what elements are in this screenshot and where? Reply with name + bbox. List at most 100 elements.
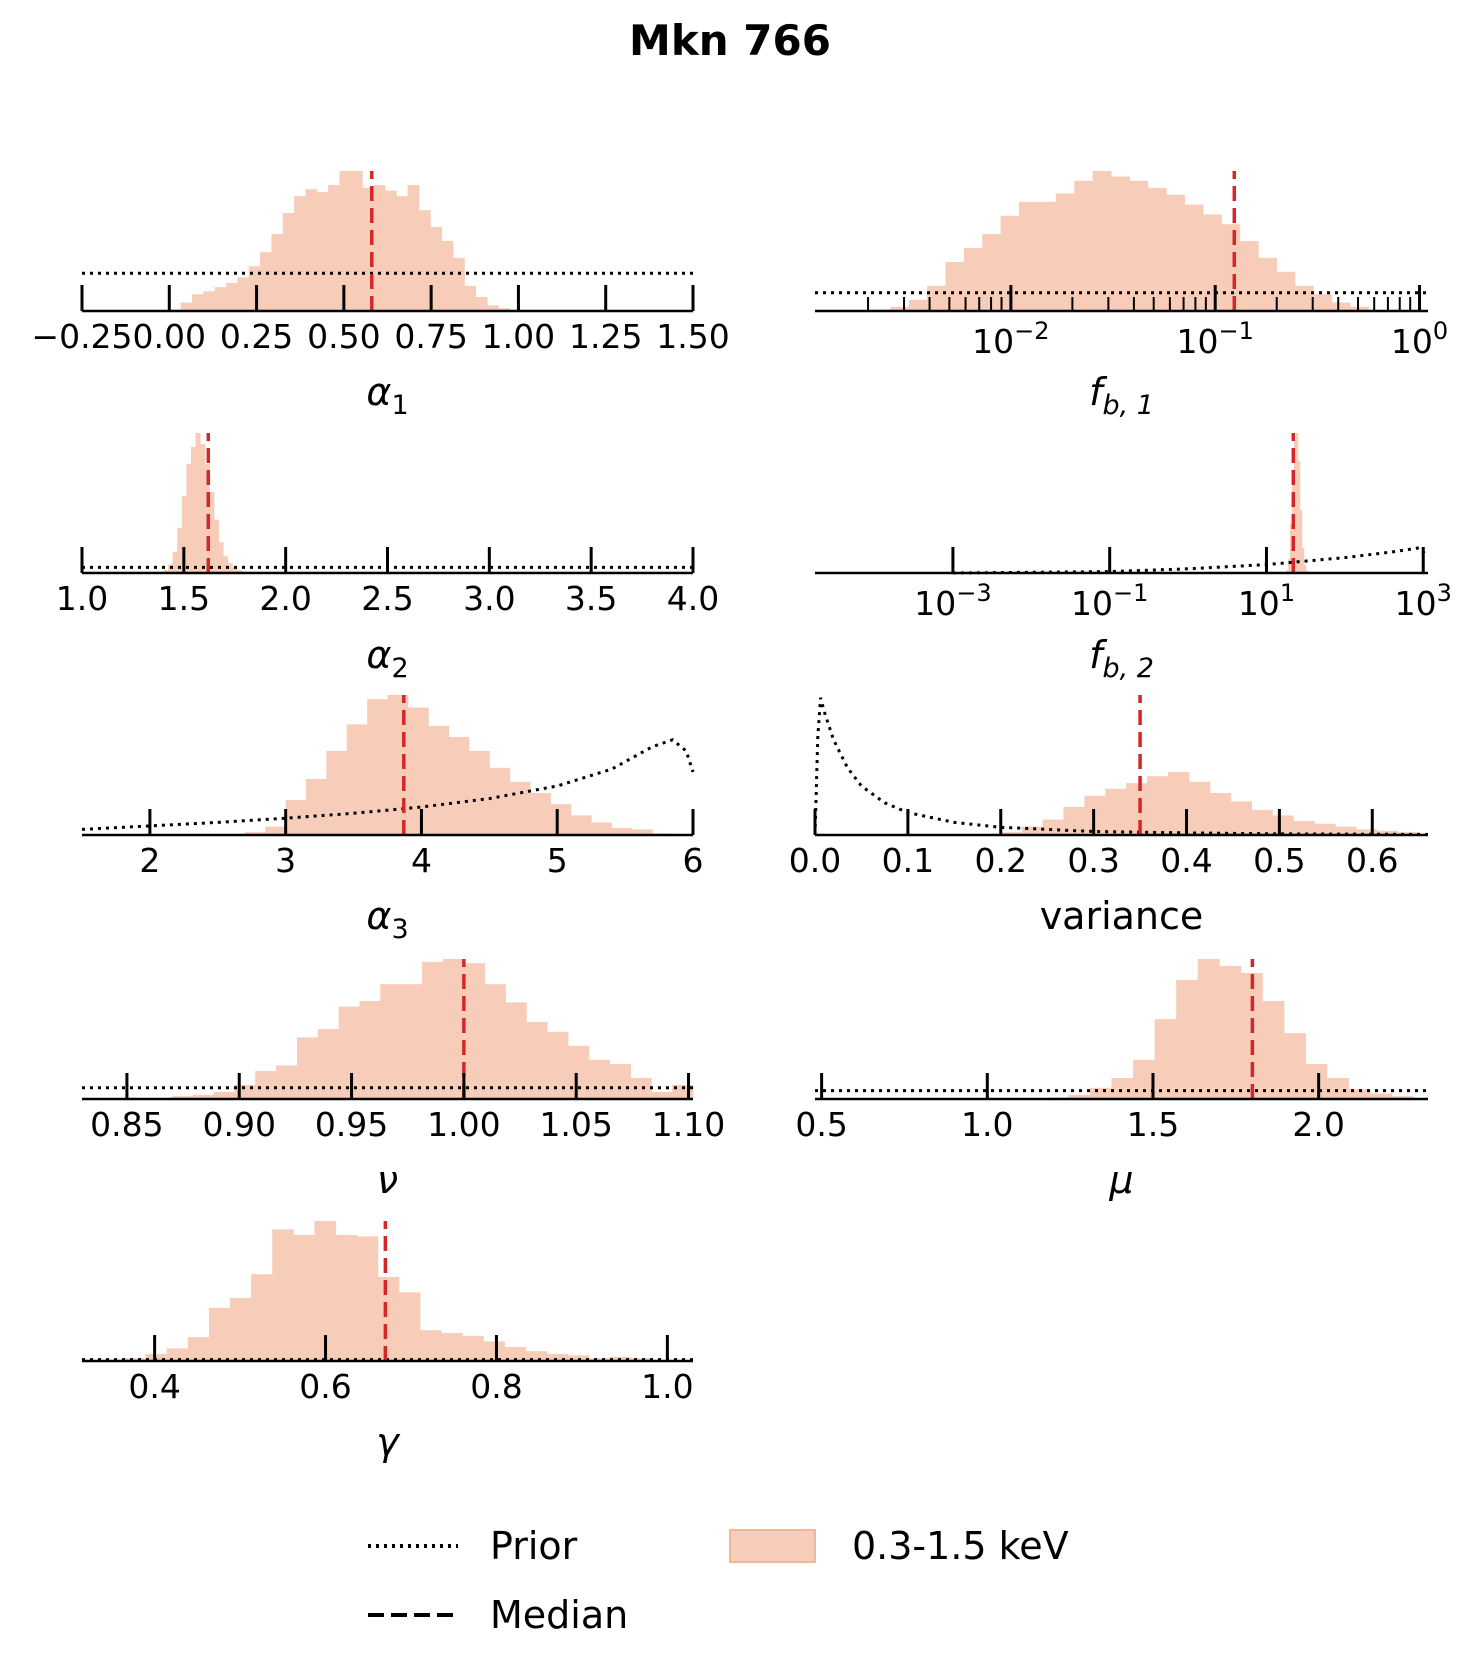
tick-label: 4.0 <box>667 579 719 618</box>
hist-bar <box>908 299 928 311</box>
hist-bar <box>171 1096 194 1099</box>
hist-bar <box>505 1002 527 1099</box>
hist-bar <box>1258 257 1278 311</box>
hist-bar <box>1154 1019 1177 1099</box>
hist-bar <box>328 185 340 311</box>
hist-bar <box>218 542 224 573</box>
tick-label: 0.2 <box>975 841 1027 880</box>
hist-bar <box>1209 793 1232 835</box>
hist-bar <box>187 1337 210 1361</box>
hist-bar <box>177 528 183 573</box>
hist-bar <box>203 291 216 311</box>
tick-label: 3 <box>275 841 296 880</box>
hist-bar <box>567 1045 590 1099</box>
hist-bar <box>1110 176 1130 311</box>
hist-bar <box>609 1064 631 1099</box>
histogram-variance <box>1000 772 1420 835</box>
hist-bar <box>296 1037 319 1099</box>
hist-bar <box>305 189 318 311</box>
tick-label: 0.25 <box>220 317 293 356</box>
tick-label: 4 <box>411 841 432 880</box>
hist-bar <box>1176 980 1199 1099</box>
prior-line-variance <box>813 697 1429 836</box>
hist-bar <box>945 262 965 311</box>
hist-bar <box>1251 809 1273 835</box>
tick-label: 0.5 <box>795 1105 847 1144</box>
hist-bar <box>1074 180 1094 311</box>
hist-bar <box>145 1354 168 1361</box>
hist-bar <box>1129 180 1149 311</box>
tick-label: 100 <box>1391 317 1448 361</box>
hist-bar <box>1303 564 1307 573</box>
tick-label: 1.00 <box>482 317 555 356</box>
panel-alpha2: 1.0 1.5 2.0 2.5 3.0 3.5 4.0 α2 <box>56 433 719 684</box>
hist-bar <box>236 570 242 573</box>
hist-bar <box>468 751 490 835</box>
panel-fb1: 10−2 10−1 100 fb, 1 <box>815 171 1448 421</box>
hist-bar <box>419 1330 442 1361</box>
hist-bar <box>1239 241 1259 311</box>
hist-bar <box>1301 547 1305 573</box>
hist-bar <box>1188 781 1211 835</box>
prior-line-alpha3 <box>81 738 695 831</box>
hist-bar <box>1289 524 1293 573</box>
hist-bar <box>223 556 229 573</box>
hist-bar <box>1021 826 1044 835</box>
hist-bar <box>1391 1096 1414 1099</box>
axis-label-mu: μ <box>1108 1158 1133 1202</box>
tick-label: 1.0 <box>56 579 108 618</box>
histogram-fb1 <box>871 171 1369 311</box>
hist-bar <box>377 1277 400 1361</box>
hist-bar <box>191 294 204 311</box>
hist-bar <box>1240 973 1263 1099</box>
hist-bar <box>407 707 429 835</box>
hist-bar <box>367 699 388 835</box>
tick-label: 3.0 <box>463 579 515 618</box>
tick-label: 0.95 <box>315 1105 388 1144</box>
hist-bar <box>1272 815 1294 835</box>
hist-bar <box>237 277 250 311</box>
hist-bar <box>498 308 511 311</box>
histogram-alpha3 <box>244 695 674 835</box>
hist-bar <box>1221 224 1241 311</box>
hist-bar <box>314 1221 337 1361</box>
hist-bar <box>192 1094 215 1099</box>
hist-bar <box>214 287 227 311</box>
hist-bar <box>484 984 506 1099</box>
hist-bar <box>166 1348 189 1361</box>
hist-bar <box>1305 1064 1328 1099</box>
prior-line-fb2 <box>952 546 1429 575</box>
histogram-gamma <box>103 1221 653 1361</box>
hist-bar <box>487 305 499 311</box>
tick-label: 10−1 <box>1071 579 1148 623</box>
hist-bar <box>316 192 329 311</box>
panel-mu: 0.5 1.0 1.5 2.0 μ <box>795 959 1428 1202</box>
hist-bar <box>430 227 443 311</box>
panel-alpha1: −0.25 0.00 0.25 0.50 0.75 1.00 1.25 1.50 α1 <box>31 171 730 421</box>
hist-bar <box>1348 1089 1371 1099</box>
hist-bar <box>526 1022 548 1099</box>
hist-bar <box>570 815 592 835</box>
hist-bar <box>448 737 470 835</box>
hist-bar <box>227 563 233 573</box>
hist-bar <box>226 283 238 311</box>
axis-label-nu: ν <box>377 1158 398 1202</box>
tick-label: 1.5 <box>158 579 210 618</box>
hist-bar <box>200 444 206 573</box>
hist-bar <box>306 779 327 835</box>
hist-bar <box>428 725 450 835</box>
hist-bar <box>398 1292 421 1361</box>
tick-label: 1.0 <box>961 1105 1013 1144</box>
hist-bar <box>1126 783 1148 835</box>
hist-bar <box>1111 1078 1134 1099</box>
hist-bar <box>282 213 295 311</box>
axis-label-fb2: fb, 2 <box>1089 633 1154 684</box>
hist-bar <box>1370 1093 1393 1099</box>
tick-label: 1.00 <box>427 1105 500 1144</box>
hist-bar <box>1167 772 1190 835</box>
panel-alpha3: 2 3 4 5 6 α3 <box>81 695 704 945</box>
hist-bar <box>326 751 348 835</box>
hist-bar <box>1019 201 1038 311</box>
tick-label: 0.6 <box>299 1367 351 1406</box>
hist-bar <box>483 1341 505 1361</box>
